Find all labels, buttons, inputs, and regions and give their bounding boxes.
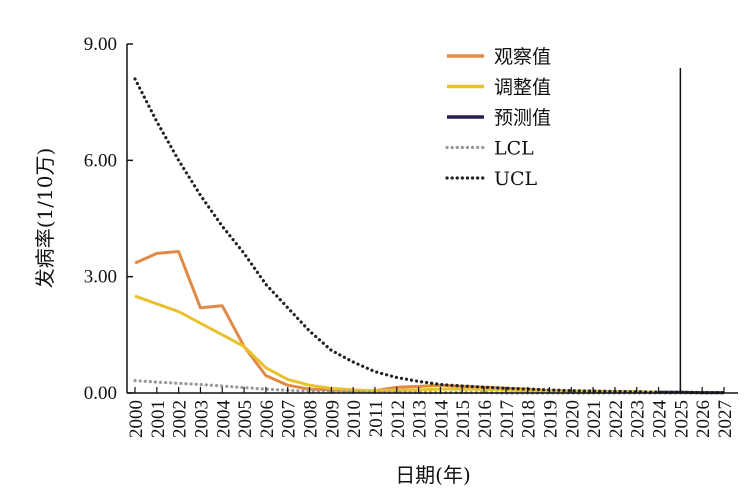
series-line-0 [134, 250, 659, 394]
y-tick-label: 3.00 [84, 267, 117, 288]
x-tick-label: 2025 [671, 400, 692, 438]
x-tick-label: 2005 [235, 400, 256, 438]
x-tick-label: 2016 [475, 400, 496, 438]
y-tick-label: 0.00 [84, 383, 117, 404]
x-tick-label: 2020 [562, 400, 583, 438]
x-tick-label: 2008 [301, 400, 322, 438]
y-tick-label: 9.00 [84, 34, 117, 55]
x-tick-label: 2011 [366, 400, 387, 437]
x-tick-label: 2022 [606, 400, 627, 438]
x-tick-label: 2014 [431, 400, 452, 439]
x-tick-label: 2017 [497, 400, 518, 438]
x-tick-label: 2027 [715, 400, 736, 438]
x-tick-label: 2003 [191, 400, 212, 438]
x-tick-label: 2002 [170, 400, 191, 438]
x-axis-title: 日期(年) [395, 463, 471, 487]
x-tick-label: 2013 [410, 400, 431, 438]
x-tick-label: 2018 [519, 400, 540, 438]
series-layer [133, 77, 726, 395]
x-tick-label: 2004 [213, 400, 234, 439]
x-tick-label: 2009 [322, 400, 343, 438]
y-ticks: 0.00 3.00 6.00 9.00 [84, 34, 133, 404]
x-tick-label: 2006 [257, 400, 278, 438]
x-tick-label: 2010 [344, 400, 365, 438]
y-axis-title: 发病率(1/10万) [33, 148, 57, 289]
x-tick-label: 2007 [279, 400, 300, 438]
x-ticks: 2000 2001 2002 2003 2004 2005 2006 2007 2008 2009… [126, 387, 736, 438]
x-tick-label: 2012 [388, 400, 409, 438]
legend-label-2: 预测值 [494, 107, 551, 129]
x-tick-label: 2021 [584, 400, 605, 438]
legend-label-0: 观察值 [494, 46, 551, 68]
legend-label-4: UCL [494, 168, 538, 190]
legend-label-1: 调整值 [494, 77, 551, 99]
y-tick-label: 6.00 [84, 150, 117, 171]
x-tick-label: 2026 [693, 400, 714, 438]
legend-label-3: LCL [494, 138, 534, 160]
x-tick-label: 2001 [148, 400, 169, 438]
series-line-4 [133, 77, 726, 395]
x-tick-label: 2019 [540, 400, 561, 438]
x-tick-label: 2024 [650, 400, 671, 439]
x-tick-label: 2023 [628, 400, 649, 438]
x-tick-label: 2015 [453, 400, 474, 438]
x-tick-label: 2000 [126, 400, 147, 438]
